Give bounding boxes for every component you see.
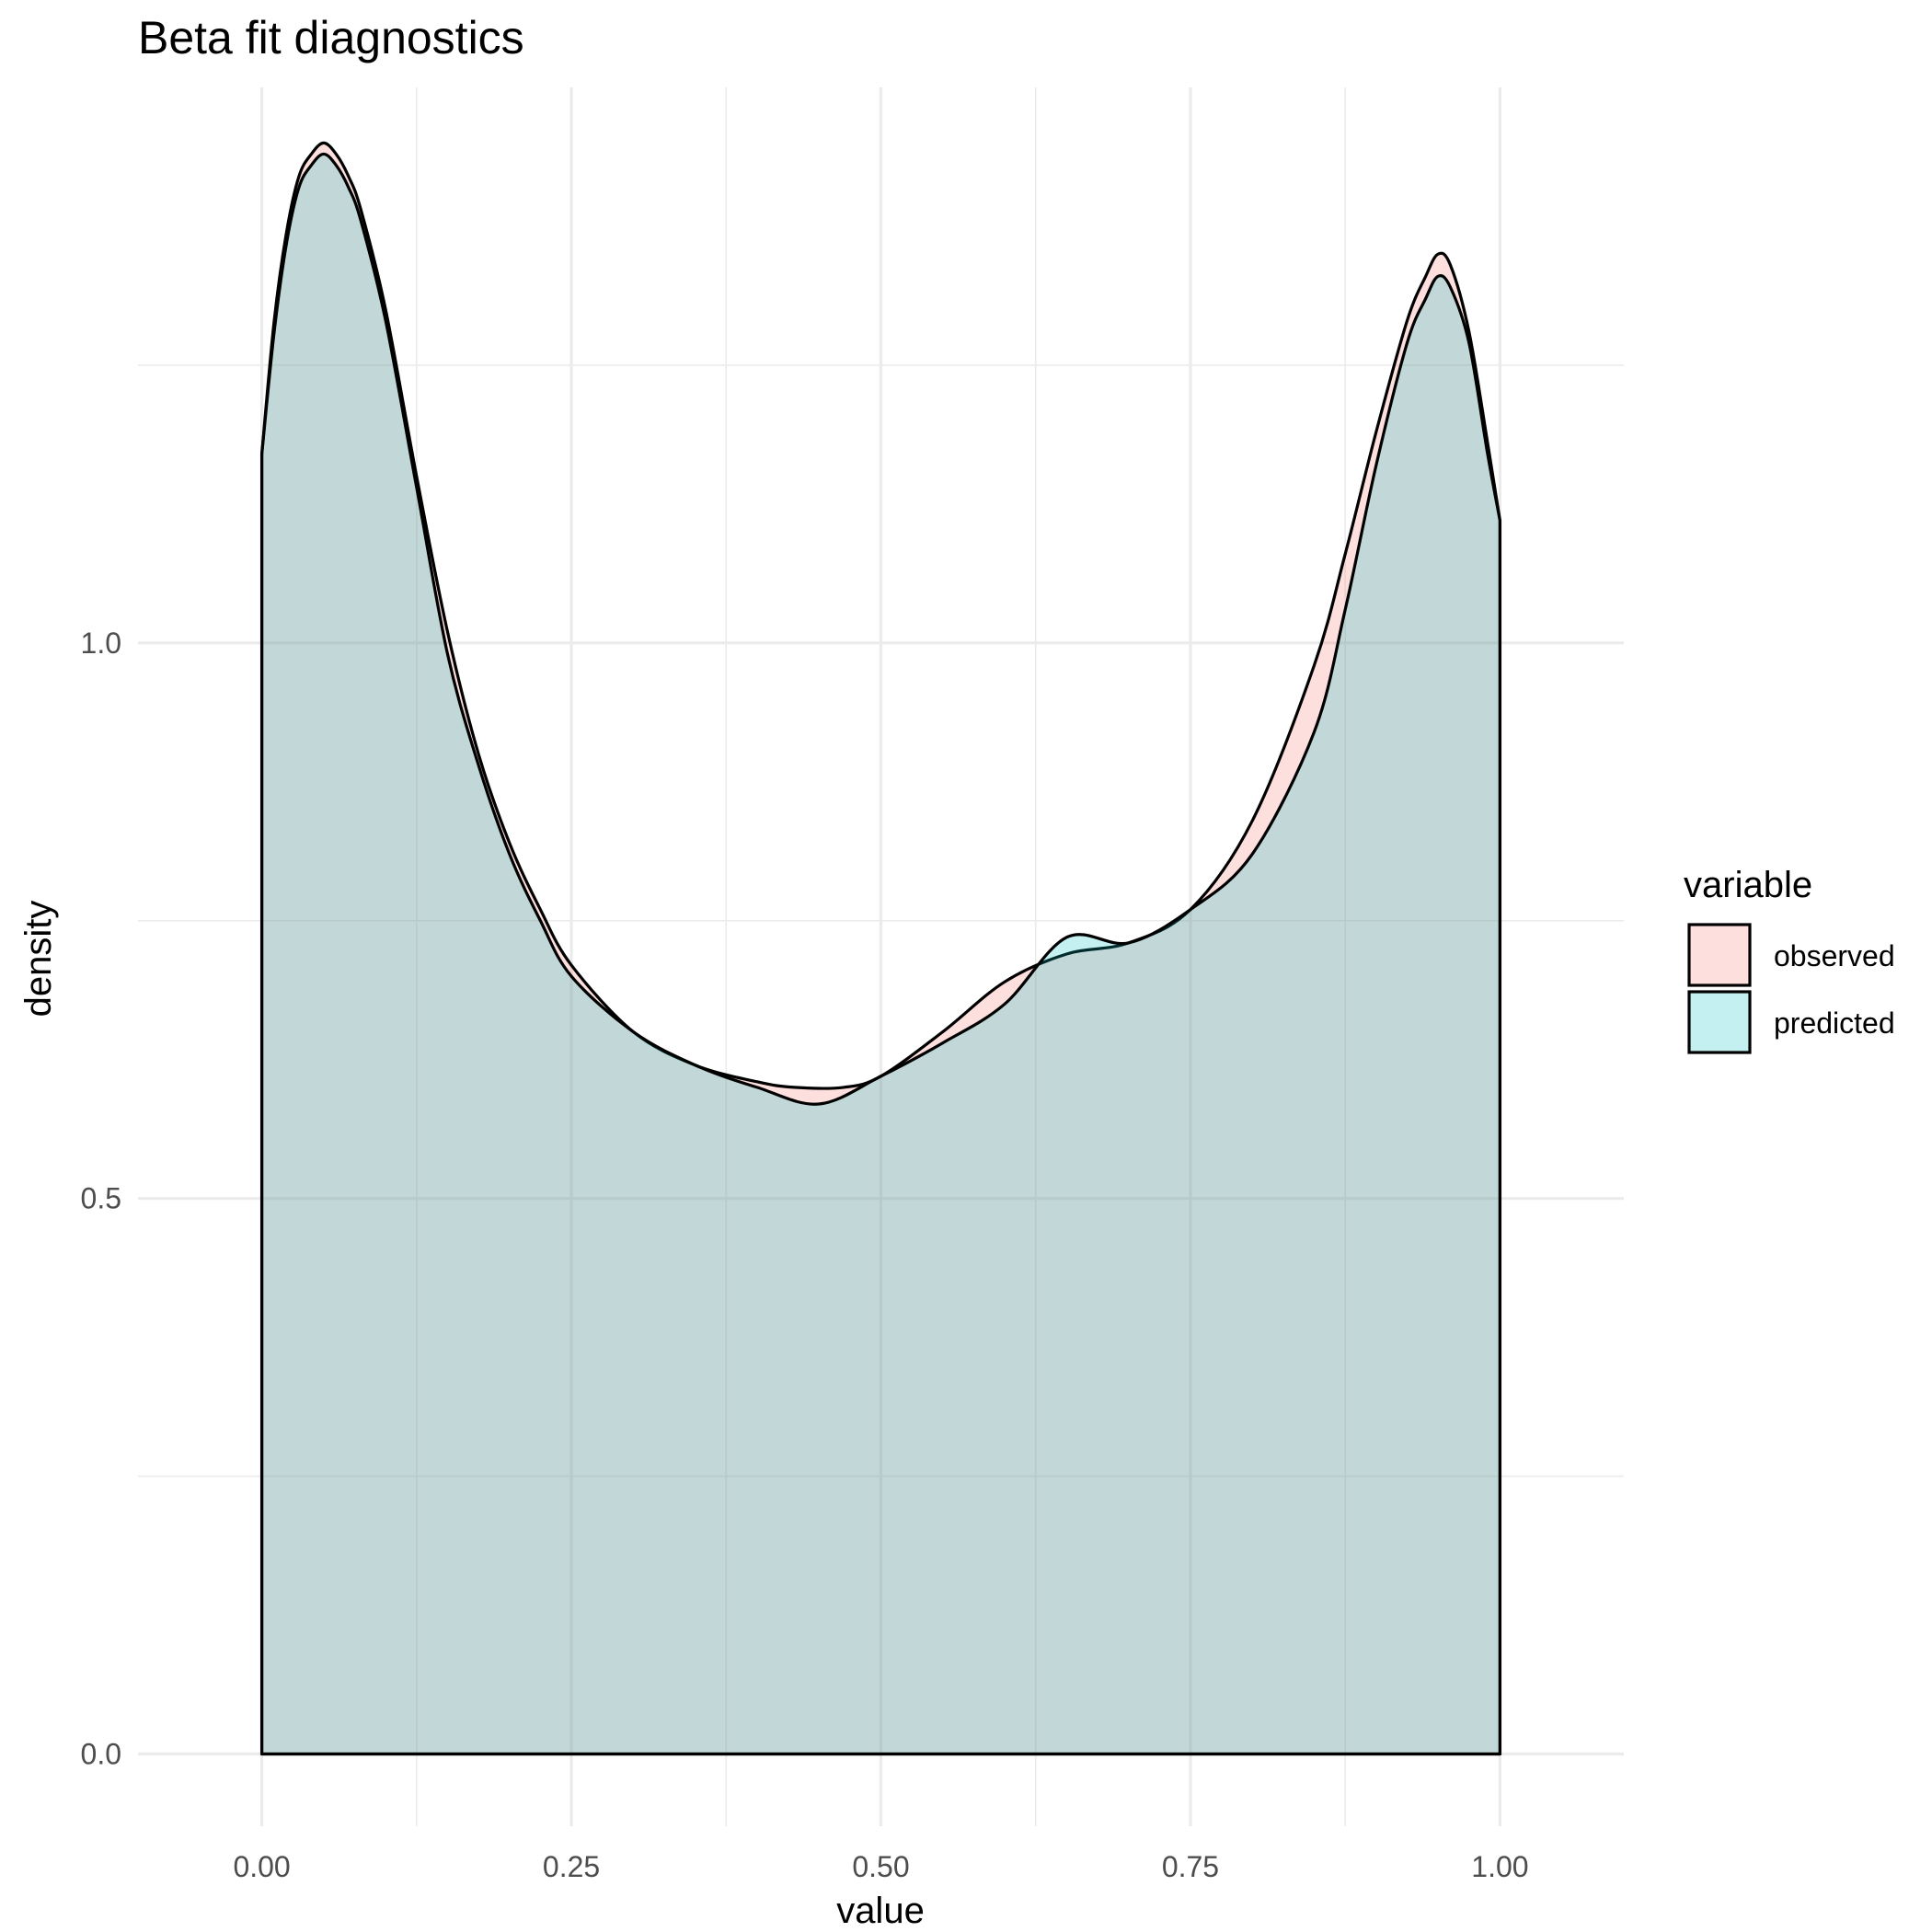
chart-title: Beta fit diagnostics (138, 12, 524, 63)
y-axis-ticks: 0.0 0.5 1.0 (81, 627, 121, 1771)
density-areas (259, 141, 1502, 1756)
legend-swatch-predicted (1687, 990, 1752, 1054)
legend-key-background (1689, 992, 1750, 1052)
density-area-observed (259, 141, 1502, 1756)
y-tick-label: 0.5 (81, 1182, 121, 1215)
legend-title: variable (1684, 865, 1812, 905)
x-tick-label: 0.50 (852, 1850, 909, 1883)
x-tick-label: 0.75 (1162, 1850, 1219, 1883)
y-axis-title: density (18, 901, 59, 1018)
legend-key-background (1689, 925, 1750, 985)
legend-swatch-observed (1687, 923, 1752, 987)
x-axis-ticks: 0.00 0.25 0.50 0.75 1.00 (233, 1850, 1528, 1883)
x-tick-label: 0.25 (543, 1850, 600, 1883)
y-tick-label: 0.0 (81, 1738, 121, 1771)
legend-items: observed predicted (1687, 923, 1895, 1054)
density-area-predicted (259, 152, 1502, 1756)
x-tick-label: 1.00 (1471, 1850, 1528, 1883)
x-tick-label: 0.00 (233, 1850, 290, 1883)
legend-label-observed: observed (1774, 939, 1895, 972)
legend-label-predicted: predicted (1774, 1006, 1895, 1040)
legend-item: predicted (1687, 990, 1895, 1054)
legend-item: observed (1687, 923, 1895, 987)
x-axis-title: value (836, 1891, 925, 1931)
y-tick-label: 1.0 (81, 627, 121, 660)
legend: variable observed predicted (1684, 865, 1895, 1054)
